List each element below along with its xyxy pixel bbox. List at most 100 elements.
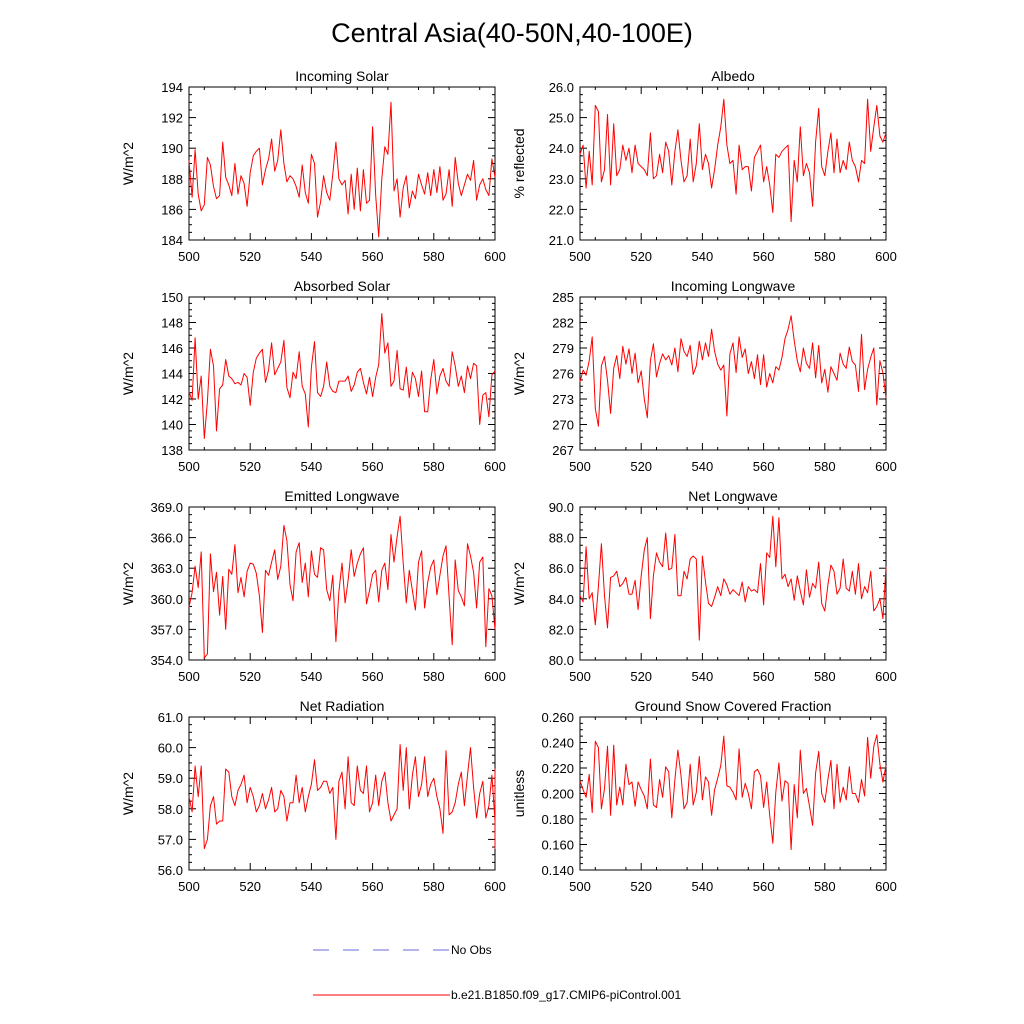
y-tick-label: 0.220	[541, 761, 574, 776]
y-axis-label: W/m^2	[120, 772, 136, 815]
y-tick-label: 146	[161, 341, 183, 356]
x-tick-label: 580	[423, 249, 445, 264]
x-tick-label: 540	[692, 459, 714, 474]
x-tick-label: 520	[630, 459, 652, 474]
x-tick-label: 540	[301, 879, 323, 894]
x-tick-label: 500	[569, 249, 591, 264]
x-tick-label: 600	[875, 879, 897, 894]
y-tick-label: 184	[161, 233, 183, 248]
y-axis-label: W/m^2	[120, 352, 136, 395]
panel-title: Absorbed Solar	[294, 278, 391, 294]
x-tick-label: 560	[362, 669, 384, 684]
y-tick-label: 276	[552, 367, 574, 382]
x-tick-label: 600	[875, 249, 897, 264]
x-tick-label: 600	[484, 879, 506, 894]
panels-group: Incoming Solar W/m^2 500 520 540 560 580 600 184…	[120, 68, 897, 894]
x-tick-label: 540	[301, 669, 323, 684]
panel-title: Net Longwave	[688, 488, 778, 504]
y-tick-label: 144	[161, 367, 183, 382]
y-tick-label: 56.0	[158, 863, 183, 878]
y-tick-label: 190	[161, 141, 183, 156]
panel-absorbed-solar: Absorbed Solar W/m^2 500 520 540 560 580 600 138…	[120, 278, 506, 474]
y-tick-label: 21.0	[549, 233, 574, 248]
panel-emitted-longwave: Emitted Longwave W/m^2 500 520 540 560 580 600 3…	[120, 488, 506, 684]
y-tick-label: 282	[552, 316, 574, 331]
y-tick-label: 0.240	[541, 736, 574, 751]
x-tick-label: 500	[178, 669, 200, 684]
y-tick-label: 354.0	[150, 653, 183, 668]
x-tick-label: 600	[484, 669, 506, 684]
series-line-control	[188, 515, 496, 659]
panel-incoming-solar: Incoming Solar W/m^2 500 520 540 560 580 600 184…	[120, 68, 506, 264]
x-tick-label: 580	[814, 249, 836, 264]
panel-net-longwave: Net Longwave W/m^2 500 520 540 560 580 600 80.0 8…	[511, 488, 897, 684]
y-tick-label: 357.0	[150, 622, 183, 637]
y-tick-label: 270	[552, 418, 574, 433]
y-tick-label: 194	[161, 80, 183, 95]
x-tick-label: 540	[301, 459, 323, 474]
y-tick-label: 267	[552, 443, 574, 458]
panel-incoming-longwave: Incoming Longwave W/m^2 500 520 540 560 580 600…	[511, 278, 897, 474]
y-tick-label: 86.0	[549, 561, 574, 576]
legend: No Obs b.e21.B1850.f09_g17.CMIP6-piContr…	[313, 943, 681, 1002]
y-tick-label: 148	[161, 316, 183, 331]
x-tick-label: 600	[484, 249, 506, 264]
y-axis-label: W/m^2	[120, 142, 136, 185]
y-tick-label: 80.0	[549, 653, 574, 668]
y-tick-label: 58.0	[158, 802, 183, 817]
y-tick-label: 24.0	[549, 141, 574, 156]
series-line-control	[188, 101, 496, 238]
legend-label-control: b.e21.B1850.f09_g17.CMIP6-piControl.001	[451, 988, 681, 1002]
y-tick-label: 0.180	[541, 812, 574, 827]
y-tick-label: 279	[552, 341, 574, 356]
panel-title: Emitted Longwave	[284, 488, 399, 504]
y-tick-label: 192	[161, 111, 183, 126]
series-line-control	[188, 313, 496, 439]
plot-frame	[188, 506, 496, 661]
plot-frame	[579, 296, 887, 451]
x-tick-label: 520	[239, 669, 261, 684]
panel-title: Ground Snow Covered Fraction	[635, 698, 832, 714]
y-tick-label: 61.0	[158, 710, 183, 725]
x-tick-label: 560	[753, 879, 775, 894]
y-tick-label: 88.0	[549, 531, 574, 546]
y-tick-label: 273	[552, 392, 574, 407]
x-tick-label: 500	[178, 879, 200, 894]
y-tick-label: 369.0	[150, 500, 183, 515]
x-tick-label: 540	[301, 249, 323, 264]
y-axis-label: % reflected	[511, 128, 527, 198]
x-tick-label: 520	[630, 879, 652, 894]
y-axis-label: W/m^2	[511, 352, 527, 395]
series-line-control	[579, 315, 887, 427]
y-tick-label: 0.160	[541, 838, 574, 853]
panel-net-radiation: Net Radiation W/m^2 500 520 540 560 580 600 56.0…	[120, 698, 506, 894]
x-tick-label: 520	[239, 249, 261, 264]
series-line-control	[188, 744, 496, 850]
y-tick-label: 0.140	[541, 863, 574, 878]
series-line-control	[579, 515, 887, 641]
panel-albedo: Albedo % reflected 500 520 540 560 580 600 21.0 2…	[511, 68, 897, 264]
x-tick-label: 540	[692, 249, 714, 264]
x-tick-label: 560	[753, 249, 775, 264]
series-line-control	[579, 734, 887, 851]
y-tick-label: 23.0	[549, 172, 574, 187]
plot-frame	[188, 716, 496, 871]
x-tick-label: 560	[753, 459, 775, 474]
x-tick-label: 500	[569, 879, 591, 894]
panel-ground-snow-covered-fraction: Ground Snow Covered Fraction unitless 500 5…	[511, 698, 897, 894]
y-tick-label: 0.260	[541, 710, 574, 725]
plot-frame	[188, 296, 496, 451]
x-tick-label: 500	[178, 249, 200, 264]
x-tick-label: 580	[814, 879, 836, 894]
y-tick-label: 366.0	[150, 531, 183, 546]
x-tick-label: 520	[239, 459, 261, 474]
y-tick-label: 0.200	[541, 787, 574, 802]
x-tick-label: 580	[814, 669, 836, 684]
y-tick-label: 142	[161, 392, 183, 407]
y-axis-label: W/m^2	[120, 562, 136, 605]
x-tick-label: 600	[875, 459, 897, 474]
y-tick-label: 363.0	[150, 561, 183, 576]
y-tick-label: 57.0	[158, 832, 183, 847]
y-tick-label: 59.0	[158, 771, 183, 786]
x-tick-label: 540	[692, 879, 714, 894]
